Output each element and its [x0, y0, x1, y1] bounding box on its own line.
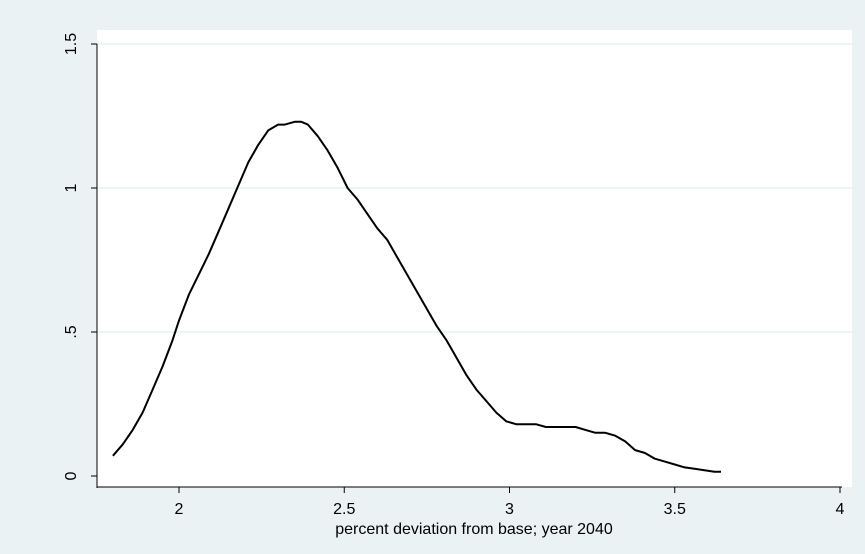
- plot-area: [97, 30, 852, 487]
- x-tick-label-0: 2: [175, 501, 184, 518]
- series-layer: [112, 120, 721, 473]
- series-line-0: [112, 120, 721, 473]
- grid-lines: [97, 43, 852, 333]
- x-tick-label-2: 3: [505, 501, 514, 518]
- y-tick-label-3: 1.5: [63, 33, 80, 55]
- x-tick-label-3: 3.5: [664, 501, 686, 518]
- y-tick-label-0: 0: [63, 471, 80, 480]
- tick-labels: 0 .5 1 1.5 2 2.5 3 3.5 4: [63, 33, 845, 518]
- y-tick-label-2: 1: [63, 183, 80, 192]
- y-tick-label-1: .5: [63, 325, 80, 338]
- x-axis-title: percent deviation from base; year 2040: [335, 521, 613, 538]
- axes: [96, 44, 842, 488]
- x-tick-label-1: 2.5: [333, 501, 355, 518]
- x-tick-label-4: 4: [836, 501, 845, 518]
